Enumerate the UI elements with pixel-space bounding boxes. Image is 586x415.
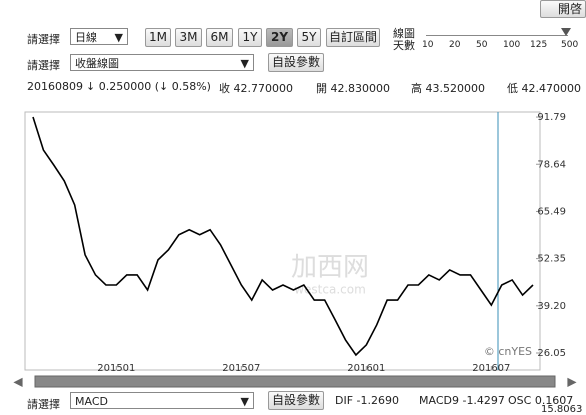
range-button[interactable]: 6M (206, 28, 233, 47)
quote-high: 高 43.520000 (411, 82, 485, 95)
next-tick: 15.8063 (541, 404, 583, 415)
days-tick-label: 20 (449, 40, 461, 50)
days-tick-label: 100 (503, 40, 521, 50)
range-button[interactable]: 2Y (266, 28, 293, 47)
y-tick-label: 78.64 (537, 159, 566, 170)
param-button[interactable]: 自設參數 (268, 53, 324, 72)
range-button[interactable]: 1Y (238, 28, 262, 47)
x-tick-label: 201607 (472, 363, 510, 374)
macd9: MACD9 -1.4297 (419, 394, 505, 407)
days-label: 線圖 天數 (393, 28, 415, 52)
indicator-value: MACD (75, 395, 108, 408)
y-tick-label: 26.05 (537, 348, 566, 359)
price-line (32, 116, 534, 357)
y-tick-label: 65.49 (537, 206, 566, 217)
period-value: 日線 (75, 31, 97, 44)
y-tick-label: 52.35 (537, 254, 566, 265)
slider-handle[interactable] (561, 28, 571, 36)
quote-open: 開 42.830000 (316, 82, 390, 95)
y-tick-label: 39.20 (537, 301, 566, 312)
plot-frame (24, 111, 541, 371)
days-tick-label: 125 (530, 40, 548, 50)
quote-date: 20160809 (27, 80, 83, 93)
range-button[interactable]: 5Y (297, 28, 321, 47)
select-label: 請選擇 (27, 398, 60, 411)
chart-select[interactable]: 收盤線圖 ▼ (70, 54, 254, 71)
dif: DIF -1.2690 (335, 394, 399, 407)
slider-track (426, 35, 568, 36)
select-label: 請選擇 (27, 33, 60, 46)
days-tick-label: 50 (476, 40, 488, 50)
scroll-right[interactable]: ▶ (567, 375, 577, 389)
x-tick-label: 201501 (97, 363, 135, 374)
chart-select-value: 收盤線圖 (75, 57, 119, 70)
range-button[interactable]: 3M (175, 28, 202, 47)
watermark: 加西网 (291, 253, 369, 283)
period-select[interactable]: 日線 ▼ (70, 28, 128, 45)
scrollbar[interactable] (34, 375, 556, 388)
credit: © cnYES (484, 345, 532, 358)
param-button[interactable]: 自設參數 (268, 391, 324, 410)
scroll-left[interactable]: ◀ (13, 375, 23, 389)
range-button[interactable]: 1M (145, 28, 171, 47)
days-label-line: 天數 (393, 39, 415, 52)
quote-close: 收 42.770000 (219, 82, 293, 95)
days-tick-label: 10 (422, 40, 434, 50)
range-button[interactable]: 自訂區間 (326, 28, 380, 47)
open-label: 開啓 (557, 2, 582, 16)
watermark: westca.com (294, 283, 366, 297)
days-tick-label: 500 (561, 40, 579, 50)
open-button[interactable]: 開啓 (540, 0, 586, 18)
days-label-line: 線圖 (393, 27, 415, 40)
x-tick-label: 201507 (222, 363, 260, 374)
quote-change: ↓ 0.250000 (↓ 0.58%) (86, 80, 211, 93)
osc: OSC 0.1607 (508, 394, 574, 407)
y-tick-label: 91.79 (537, 112, 566, 123)
select-label: 請選擇 (27, 59, 60, 72)
indicator-select[interactable]: MACD ▼ (70, 392, 254, 409)
x-tick-label: 201601 (347, 363, 385, 374)
quote-low: 低 42.470000 (507, 82, 581, 95)
